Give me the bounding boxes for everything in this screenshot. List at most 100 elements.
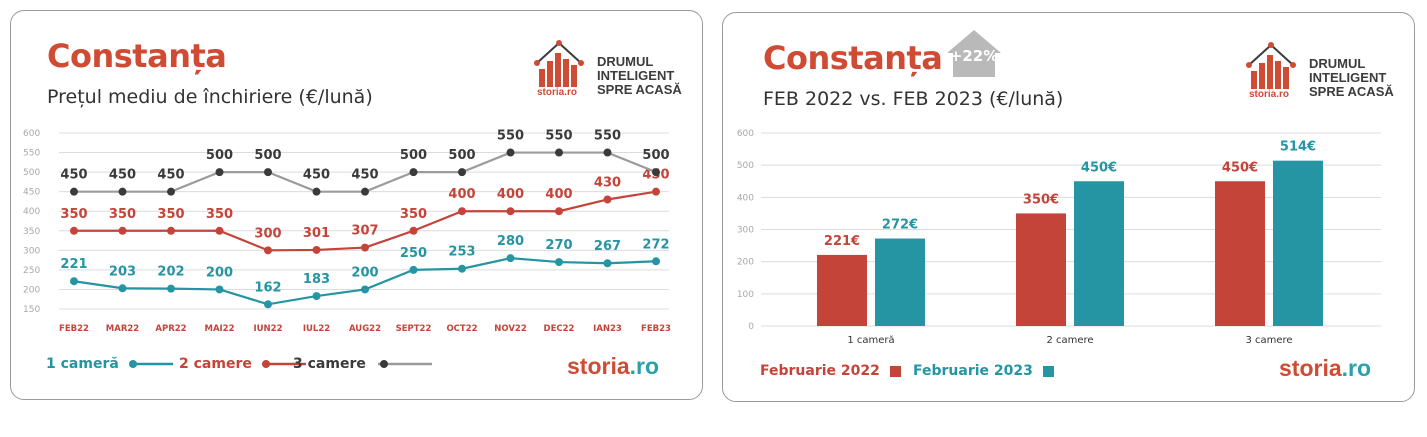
series-1-camera-point — [312, 292, 321, 301]
series-3-camere-value-label: 450 — [60, 168, 87, 183]
bar-feb-2022 — [817, 254, 867, 326]
y-tick-label: 500 — [23, 168, 40, 178]
series-1-camera-point — [215, 285, 224, 294]
series-2-camere-value-label: 307 — [351, 224, 378, 239]
series-3-camere-value-label: 450 — [157, 168, 184, 183]
series-3-camere-point — [215, 168, 224, 177]
series-3-camere-point — [312, 187, 321, 196]
series-2-camere-point — [215, 226, 224, 235]
bar-feb-2022 — [1215, 181, 1265, 326]
y-tick-label: 600 — [737, 129, 754, 139]
series-3-camere-point — [361, 187, 369, 196]
series-2-camere-point — [652, 187, 660, 196]
series-2-camere-value-label: 350 — [157, 207, 184, 222]
series-2-camere-value-label: 300 — [254, 226, 281, 241]
y-tick-label: 300 — [737, 226, 754, 236]
legend-feb-2022: Februarie 2022 — [760, 363, 901, 379]
x-tick-label: AUG22 — [349, 324, 381, 334]
legend-3-camere-marker — [377, 360, 432, 368]
legend-feb-2023-swatch — [1042, 365, 1054, 377]
y-tick-label: 150 — [23, 305, 40, 315]
series-2-camere-point — [167, 226, 175, 235]
y-tick-label: 400 — [737, 193, 754, 203]
series-3-camere-value-label: 550 — [545, 129, 572, 144]
legend-2-camere: 2 camere — [179, 356, 308, 372]
series-1-camera-point — [409, 265, 418, 274]
series-1-camera-value-label: 183 — [303, 272, 330, 287]
series-3-camere-point — [409, 168, 418, 177]
series-2-camere-value-label: 400 — [448, 187, 475, 202]
series-2-camere-point — [312, 245, 321, 254]
series-2-camere-point — [264, 246, 272, 255]
y-tick-label: 100 — [737, 290, 754, 300]
legend-2-camere-marker — [261, 360, 306, 368]
chart-subtitle: FEB 2022 vs. FEB 2023 (€/lună) — [763, 88, 1064, 110]
series-3-camere-point — [652, 168, 660, 177]
series-3-camere-value-label: 550 — [497, 129, 524, 144]
brand-slogan: DRUMUL INTELIGENT SPRE ACASĂ — [597, 54, 682, 97]
house-chart-icon — [534, 40, 584, 87]
x-tick-label: FEB23 — [641, 324, 671, 334]
bar-value-label: 514€ — [1280, 140, 1316, 155]
x-tick-label: OCT22 — [446, 324, 477, 334]
legend-feb-2023: Februarie 2023 — [913, 363, 1054, 379]
series-2-camere-point — [506, 207, 515, 216]
series-1-camera-value-label: 280 — [497, 234, 524, 249]
bar-feb-2023 — [875, 238, 925, 326]
series-3-camere-value-label: 450 — [303, 168, 330, 183]
series-1-camera-point — [118, 284, 127, 293]
house-icon — [947, 30, 1001, 77]
series-1-camera-point — [458, 264, 466, 273]
chart-subtitle: Prețul mediu de închiriere (€/lună) — [47, 86, 373, 108]
x-tick-label: APR22 — [155, 324, 186, 334]
series-1-camera-point — [603, 259, 612, 268]
x-tick-label: DEC22 — [544, 324, 575, 334]
legend-3-camere: 3 camere — [293, 356, 434, 372]
brand-logo: DRUMUL INTELIGENT SPRE ACASĂ storia.ro — [1245, 41, 1395, 111]
series-2-camere-point — [118, 226, 127, 235]
series-1-camera-point — [167, 284, 175, 293]
series-3-camere-point — [167, 187, 175, 196]
series-1-camera-point — [652, 257, 660, 266]
brand-small-name: storia.ro — [1249, 89, 1290, 100]
series-3-camere-point — [506, 148, 515, 157]
bar-chart-card: Constanța +22% FEB 2022 vs. FEB 2023 (€/… — [722, 12, 1415, 402]
series-3-camere-value-label: 500 — [448, 148, 475, 163]
series-2-camere-value-label: 400 — [545, 187, 572, 202]
series-1-camera-value-label: 250 — [400, 246, 427, 261]
storia-footer-logo: storia.ro — [1279, 355, 1372, 381]
line-chart-legend: 1 cameră 2 camere 3 camere — [11, 354, 701, 378]
series-1-camera-point — [264, 300, 272, 309]
percent-house-badge: +22% — [945, 27, 1003, 79]
x-tick-label: SEPT22 — [396, 324, 432, 334]
series-3-camere-value-label: 550 — [594, 129, 621, 144]
series-2-camere-point — [458, 207, 466, 216]
y-tick-label: 300 — [23, 246, 40, 256]
city-title: Constanța — [47, 37, 227, 75]
series-3-camere-value-label: 450 — [109, 168, 136, 183]
series-1-camera-value-label: 270 — [545, 238, 572, 253]
series-2-camere-value-label: 301 — [303, 226, 330, 241]
series-1-camera-point — [361, 285, 369, 294]
bar-feb-2022 — [1016, 213, 1066, 326]
x-tick-label: FEB22 — [59, 324, 89, 334]
series-3-camere-value-label: 500 — [400, 148, 427, 163]
bar-value-label: 450€ — [1222, 160, 1258, 175]
bar-value-label: 450€ — [1081, 160, 1117, 175]
series-2-camere-value-label: 430 — [594, 175, 621, 190]
legend-1-camera: 1 cameră — [46, 356, 175, 372]
y-tick-label: 500 — [737, 161, 754, 171]
bar-feb-2023 — [1273, 160, 1323, 326]
legend-feb-2022-swatch — [889, 365, 901, 377]
series-1-camera-value-label: 202 — [157, 265, 184, 280]
city-title: Constanța — [763, 39, 943, 77]
y-tick-label: 250 — [23, 266, 40, 276]
y-tick-label: 450 — [23, 188, 40, 198]
x-tick-label: 3 camere — [1245, 335, 1292, 346]
series-2-camere-point — [361, 243, 369, 252]
series-3-camere-point — [458, 168, 466, 177]
series-2-camere-value-label: 400 — [497, 187, 524, 202]
series-3-camere-point — [603, 148, 612, 157]
series-3-camere-value-label: 500 — [254, 148, 281, 163]
series-1-camera-point — [555, 258, 563, 267]
